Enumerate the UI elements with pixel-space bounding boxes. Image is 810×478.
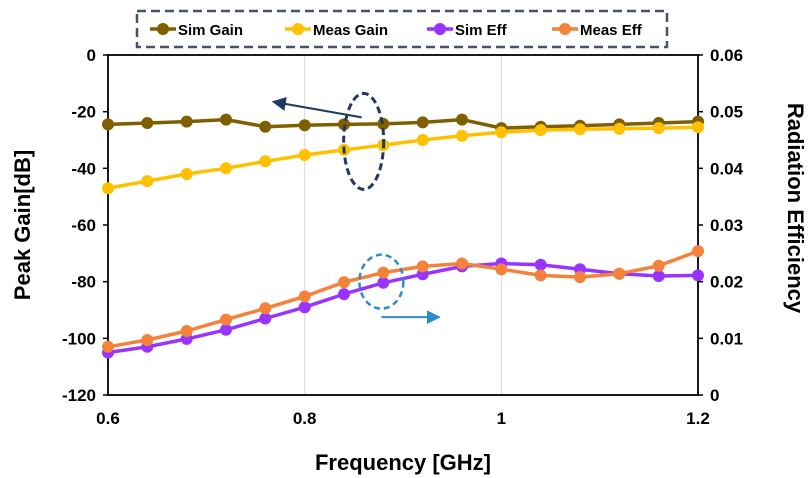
y-left-tick-label: -40	[71, 159, 96, 178]
data-point-sim-gain	[141, 117, 154, 129]
legend-item-meas-gain: Meas Gain	[285, 22, 388, 39]
data-point-meas-gain	[180, 168, 193, 180]
data-point-meas-gain	[416, 134, 429, 146]
data-point-meas-eff	[416, 260, 429, 273]
data-point-meas-gain	[652, 122, 665, 135]
data-point-meas-eff	[259, 302, 272, 315]
grid	[304, 55, 502, 395]
annotations	[271, 91, 441, 325]
y-axis-right-title: Radiation Efficiency	[783, 103, 808, 314]
y-right-tick-label: 0.04	[710, 159, 744, 178]
series-meas-gain	[102, 121, 704, 195]
y-left-tick-label: -100	[62, 329, 96, 348]
series-line-meas-gain	[107, 125, 699, 190]
data-point-sim-eff	[652, 270, 665, 282]
data-point-sim-gain	[338, 118, 350, 131]
data-point-meas-gain	[259, 155, 272, 168]
data-point-sim-gain	[416, 116, 429, 129]
y-left-tick-label: -80	[71, 273, 96, 292]
x-tick-label: 0.8	[293, 409, 317, 428]
legend-box	[135, 9, 669, 49]
x-tick-label: 1	[497, 409, 506, 428]
data-point-sim-eff	[259, 312, 272, 325]
data-point-meas-gain	[574, 123, 586, 136]
data-point-meas-gain	[220, 162, 232, 175]
data-point-meas-eff	[456, 257, 468, 270]
data-point-sim-gain	[298, 119, 311, 132]
eff-group-ellipse	[358, 253, 405, 310]
legend-label-meas-gain: Meas Gain	[313, 22, 388, 39]
data-point-meas-eff	[141, 334, 154, 346]
y-right-tick-label: 0.03	[710, 216, 743, 235]
data-point-meas-eff	[534, 269, 547, 282]
data-point-meas-gain	[102, 182, 114, 195]
data-point-meas-eff	[652, 259, 665, 272]
legend-label-meas-eff: Meas Eff	[580, 22, 643, 39]
data-point-sim-eff	[377, 276, 390, 289]
data-point-meas-eff	[574, 271, 586, 284]
data-point-sim-eff	[338, 288, 350, 301]
y-left-tick-label: -60	[71, 216, 96, 235]
legend-marker-meas-eff	[559, 23, 571, 35]
gain-axis-arrow	[271, 97, 362, 119]
legend: Sim Gain Meas Gain Sim Eff Meas Eff	[135, 9, 669, 49]
series-line-meas-eff	[107, 249, 699, 349]
y-right-tick-label: 0	[710, 386, 719, 405]
data-point-meas-eff	[613, 267, 626, 280]
data-point-meas-eff	[495, 263, 508, 276]
data-point-meas-eff	[220, 313, 232, 326]
series-line-sim-gain	[107, 117, 699, 130]
data-point-meas-gain	[534, 124, 547, 137]
data-point-meas-eff	[180, 325, 193, 337]
legend-label-sim-eff: Sim Eff	[455, 22, 508, 39]
series-line-sim-eff	[107, 261, 699, 355]
data-point-meas-eff	[692, 245, 704, 258]
y-right-tick-label: 0.02	[710, 273, 743, 292]
data-point-meas-eff	[298, 290, 311, 303]
data-point-sim-gain	[456, 113, 468, 126]
data-point-sim-eff	[692, 269, 704, 282]
legend-marker-meas-gain	[292, 23, 304, 35]
legend-marker-sim-eff	[434, 23, 446, 35]
plot-area	[107, 54, 699, 396]
data-point-sim-eff	[298, 301, 311, 314]
legend-item-sim-eff: Sim Eff	[427, 22, 508, 39]
data-point-sim-gain	[102, 118, 114, 131]
y-left-tick-label: 0	[87, 46, 96, 65]
y-left-tick-label: -120	[62, 386, 96, 405]
data-point-meas-gain	[298, 149, 311, 161]
x-tick-label: 1.2	[686, 409, 710, 428]
data-point-sim-eff	[534, 258, 547, 271]
x-tick-label: 0.6	[96, 409, 120, 428]
data-point-meas-eff	[338, 276, 350, 289]
legend-item-sim-gain: Sim Gain	[150, 22, 243, 39]
legend-label-sim-gain: Sim Gain	[178, 22, 243, 39]
series-sim-gain	[102, 113, 704, 135]
data-point-meas-eff	[377, 266, 390, 279]
y-right-tick-label: 0.01	[710, 329, 743, 348]
legend-marker-sim-gain	[157, 23, 169, 35]
gain-group-ellipse	[342, 91, 386, 191]
data-point-sim-eff	[220, 323, 232, 336]
y-left-tick-label: -20	[71, 103, 96, 122]
data-point-meas-gain	[692, 121, 704, 134]
y-right-tick-label: 0.05	[710, 103, 743, 122]
data-point-meas-gain	[141, 175, 154, 188]
axes: 0.6 0.8 1 1.20-20-40-60-80-100-1200.060.050…	[62, 46, 744, 428]
data-point-meas-gain	[456, 129, 468, 142]
data-point-sim-gain	[220, 113, 232, 126]
series-meas-eff	[102, 245, 704, 353]
data-point-meas-gain	[613, 122, 626, 135]
legend-item-meas-eff: Meas Eff	[552, 22, 643, 39]
y-right-tick-label: 0.06	[710, 46, 743, 65]
x-axis-title: Frequency [GHz]	[315, 450, 491, 475]
data-point-meas-eff	[102, 340, 114, 353]
data-point-meas-gain	[495, 126, 508, 139]
data-point-sim-gain	[259, 120, 272, 133]
series-layer	[102, 113, 704, 359]
data-point-sim-gain	[180, 115, 193, 128]
y-axis-left-title: Peak Gain[dB]	[10, 150, 35, 300]
